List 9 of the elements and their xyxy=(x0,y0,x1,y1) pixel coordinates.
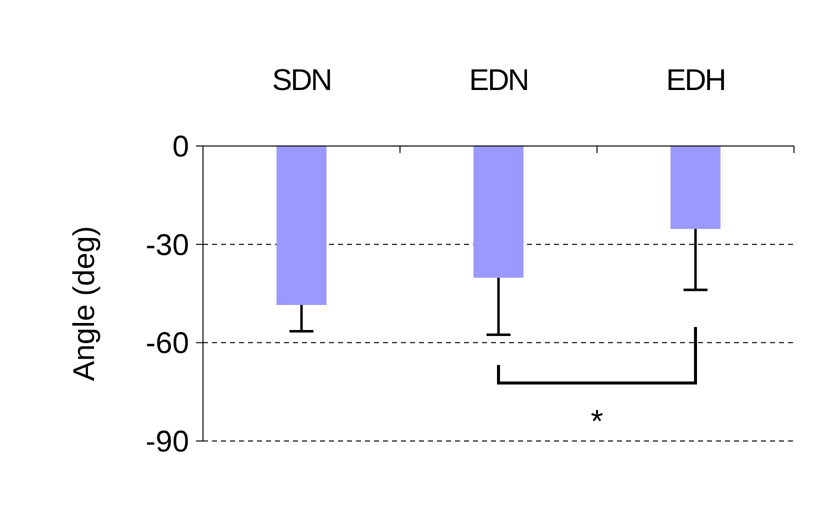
y-tick-label: -90 xyxy=(146,426,189,458)
x-tick-label: EDH xyxy=(666,64,725,97)
y-tick-label: 0 xyxy=(172,130,189,164)
annotation: * xyxy=(590,403,604,439)
y-axis-title: Angle (deg) xyxy=(68,226,101,382)
x-tick-label: EDN xyxy=(469,64,528,97)
y-tick-label: -30 xyxy=(146,228,189,262)
x-tick-label: SDN xyxy=(272,64,331,97)
y-tick-label: -60 xyxy=(146,327,189,360)
